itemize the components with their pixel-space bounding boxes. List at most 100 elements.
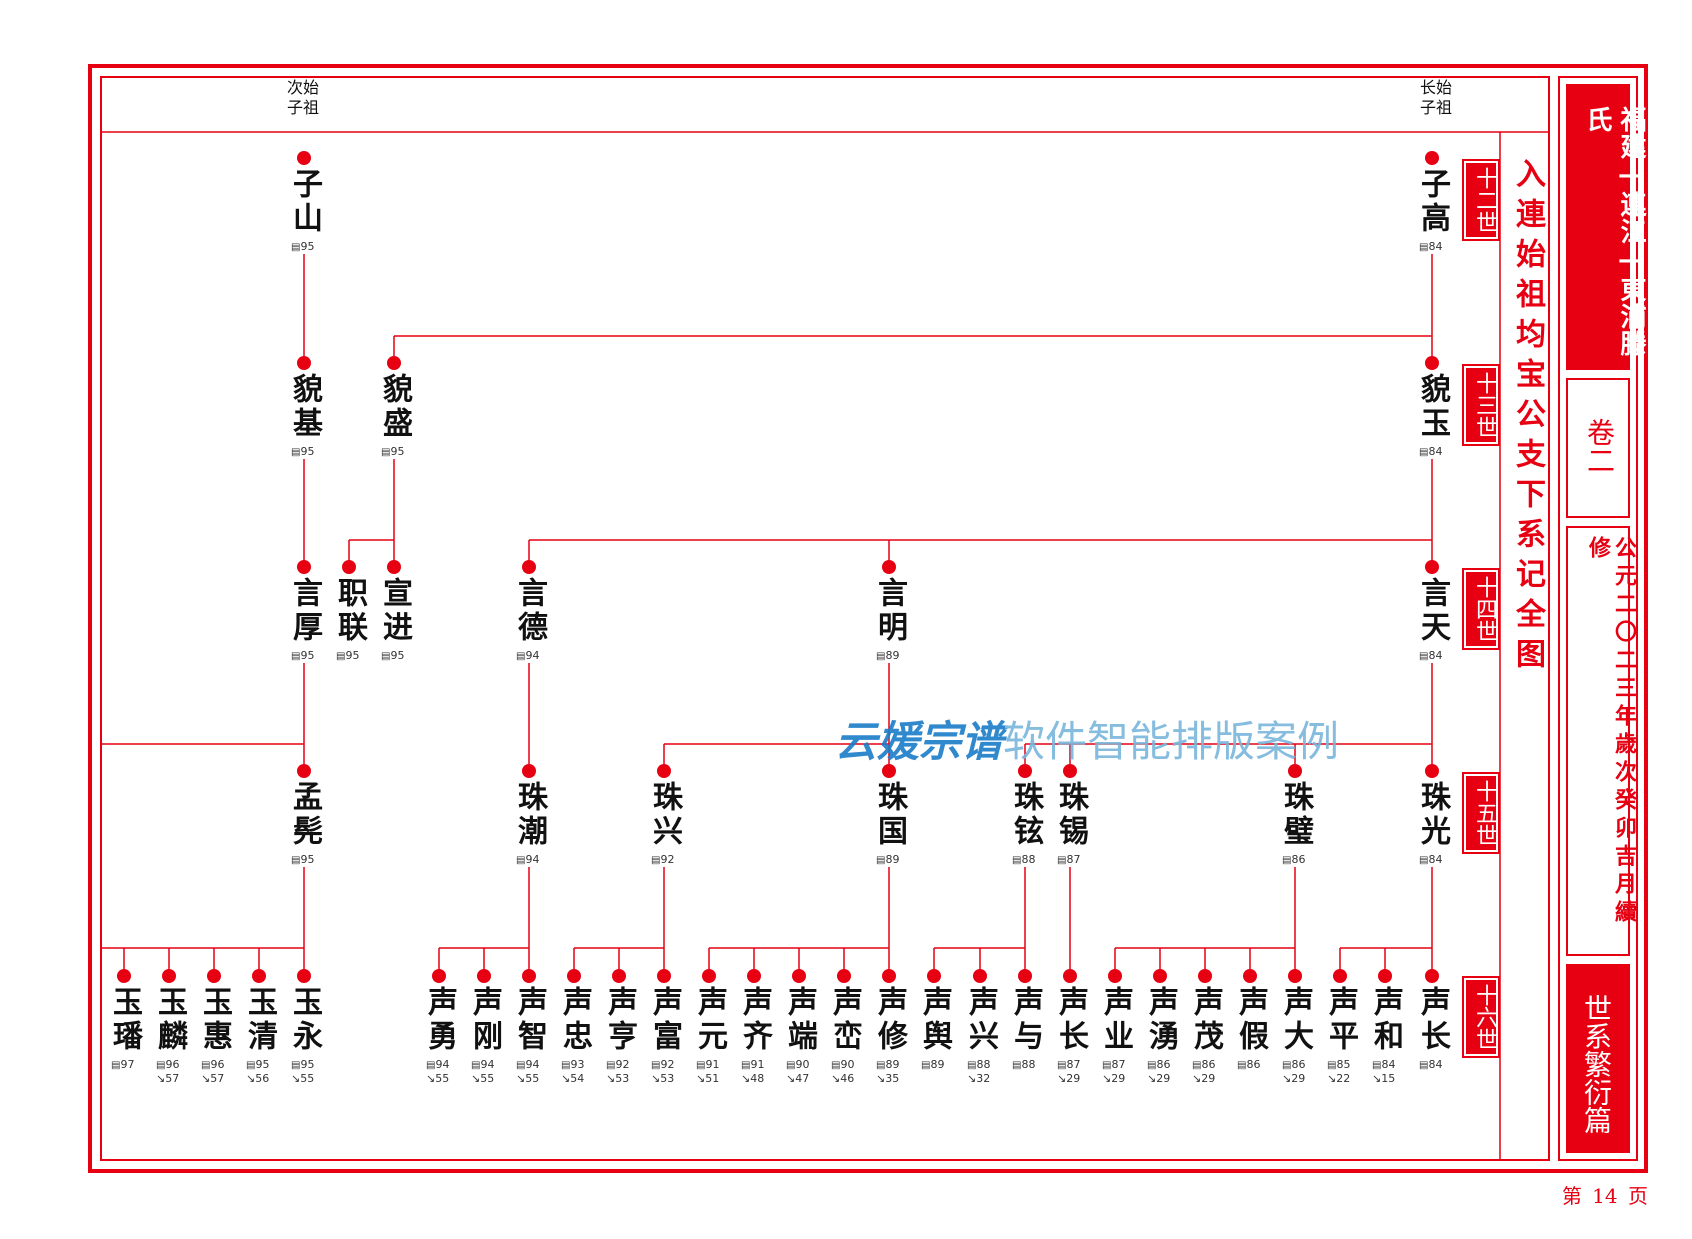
child-ref-icon: ↘	[1327, 1072, 1337, 1085]
node-dot	[297, 151, 311, 165]
child-ref-icon: ↘	[1372, 1072, 1382, 1085]
member-name[interactable]: 言德	[512, 577, 547, 645]
member-name[interactable]: 声茂	[1188, 986, 1223, 1054]
child-ref-value: 29	[1291, 1072, 1306, 1085]
side-volume: 卷二	[1566, 378, 1630, 518]
member-name[interactable]: 声湧	[1143, 986, 1178, 1054]
page-ref-icon: ▤	[201, 1060, 211, 1071]
member-name[interactable]: 孟髡	[287, 781, 322, 849]
member-page-ref: ▤94	[426, 1058, 449, 1073]
member-name[interactable]: 子高	[1415, 168, 1450, 236]
member-name[interactable]: 声富	[647, 986, 682, 1054]
child-ref-value: 54	[570, 1072, 585, 1085]
member-page-ref: ▤84	[1372, 1058, 1395, 1073]
member-name[interactable]: 声和	[1368, 986, 1403, 1054]
member-child-ref: ↘55	[291, 1072, 314, 1086]
node-dot	[882, 969, 896, 983]
page-ref-icon: ▤	[291, 651, 301, 662]
member-page-ref: ▤97	[111, 1058, 134, 1073]
member-child-ref: ↘55	[426, 1072, 449, 1086]
page-ref-icon: ▤	[156, 1060, 166, 1071]
member-name[interactable]: 言明	[872, 577, 907, 645]
node-dot	[522, 969, 536, 983]
member-name[interactable]: 玉麟	[152, 986, 187, 1054]
page-ref-icon: ▤	[876, 1060, 886, 1071]
child-ref-value: 29	[1066, 1072, 1081, 1085]
page-ref-icon: ▤	[1237, 1060, 1247, 1071]
page-ref-value: 86	[1291, 853, 1306, 866]
member-page-ref: ▤84	[1419, 240, 1442, 255]
member-name[interactable]: 声刚	[467, 986, 502, 1054]
node-dot	[1153, 969, 1167, 983]
member-page-ref: ▤93	[561, 1058, 584, 1073]
page-ref-value: 86	[1291, 1058, 1306, 1071]
member-name[interactable]: 玉清	[242, 986, 277, 1054]
member-name[interactable]: 声峦	[827, 986, 862, 1054]
member-child-ref: ↘55	[516, 1072, 539, 1086]
page-ref-icon: ▤	[111, 1060, 121, 1071]
member-name[interactable]: 玉惠	[197, 986, 232, 1054]
child-ref-value: 53	[615, 1072, 630, 1085]
member-name[interactable]: 声智	[512, 986, 547, 1054]
node-dot	[207, 969, 221, 983]
member-name[interactable]: 珠铉	[1008, 781, 1043, 849]
page-ref-icon: ▤	[291, 855, 301, 866]
member-name[interactable]: 珠兴	[647, 781, 682, 849]
child-ref-value: 56	[255, 1072, 270, 1085]
member-name[interactable]: 声修	[872, 986, 907, 1054]
member-name[interactable]: 声业	[1098, 986, 1133, 1054]
page-ref-value: 85	[1336, 1058, 1351, 1071]
member-name[interactable]: 宣进	[377, 577, 412, 645]
member-name[interactable]: 玉永	[287, 986, 322, 1054]
member-name[interactable]: 声兴	[963, 986, 998, 1054]
member-name[interactable]: 声端	[782, 986, 817, 1054]
member-page-ref: ▤94	[516, 649, 539, 664]
member-name[interactable]: 貌盛	[377, 373, 412, 441]
member-name[interactable]: 珠国	[872, 781, 907, 849]
member-name[interactable]: 子山	[287, 168, 322, 236]
member-name[interactable]: 声长	[1415, 986, 1450, 1054]
member-name[interactable]: 言天	[1415, 577, 1450, 645]
child-ref-value: 48	[750, 1072, 765, 1085]
member-name[interactable]: 珠璧	[1278, 781, 1313, 849]
member-name[interactable]: 声齐	[737, 986, 772, 1054]
page-ref-value: 94	[435, 1058, 450, 1071]
node-dot	[162, 969, 176, 983]
page-ref-icon: ▤	[1057, 855, 1067, 866]
child-ref-icon: ↘	[516, 1072, 526, 1085]
member-name[interactable]: 貌玉	[1415, 373, 1450, 441]
page-ref-value: 97	[120, 1058, 135, 1071]
page-ref-value: 95	[390, 649, 405, 662]
member-name[interactable]: 声与	[1008, 986, 1043, 1054]
member-name[interactable]: 职联	[332, 577, 367, 645]
member-name[interactable]: 珠光	[1415, 781, 1450, 849]
member-name[interactable]: 声假	[1233, 986, 1268, 1054]
page-ref-value: 84	[1428, 240, 1443, 253]
page-ref-value: 94	[525, 1058, 540, 1071]
page-ref-icon: ▤	[516, 855, 526, 866]
member-name[interactable]: 声忠	[557, 986, 592, 1054]
member-name[interactable]: 珠锡	[1053, 781, 1088, 849]
page-ref-icon: ▤	[336, 651, 346, 662]
child-ref-icon: ↘	[696, 1072, 706, 1085]
child-ref-value: 15	[1381, 1072, 1396, 1085]
member-child-ref: ↘51	[696, 1072, 719, 1086]
top-label-left-line2: 子祖	[286, 98, 319, 117]
member-name[interactable]: 珠潮	[512, 781, 547, 849]
member-name[interactable]: 声元	[692, 986, 727, 1054]
node-dot	[927, 969, 941, 983]
node-dot	[1243, 969, 1257, 983]
member-name[interactable]: 貌基	[287, 373, 322, 441]
member-name[interactable]: 声平	[1323, 986, 1358, 1054]
page-ref-icon: ▤	[1419, 242, 1429, 253]
member-name[interactable]: 玉璠	[107, 986, 142, 1054]
member-name[interactable]: 声亨	[602, 986, 637, 1054]
member-name[interactable]: 声长	[1053, 986, 1088, 1054]
member-name[interactable]: 言厚	[287, 577, 322, 645]
member-name[interactable]: 声大	[1278, 986, 1313, 1054]
page-ref-icon: ▤	[291, 242, 301, 253]
member-name[interactable]: 声勇	[422, 986, 457, 1054]
node-dot	[1425, 356, 1439, 370]
member-name[interactable]: 声舆	[917, 986, 952, 1054]
page-ref-value: 93	[570, 1058, 585, 1071]
